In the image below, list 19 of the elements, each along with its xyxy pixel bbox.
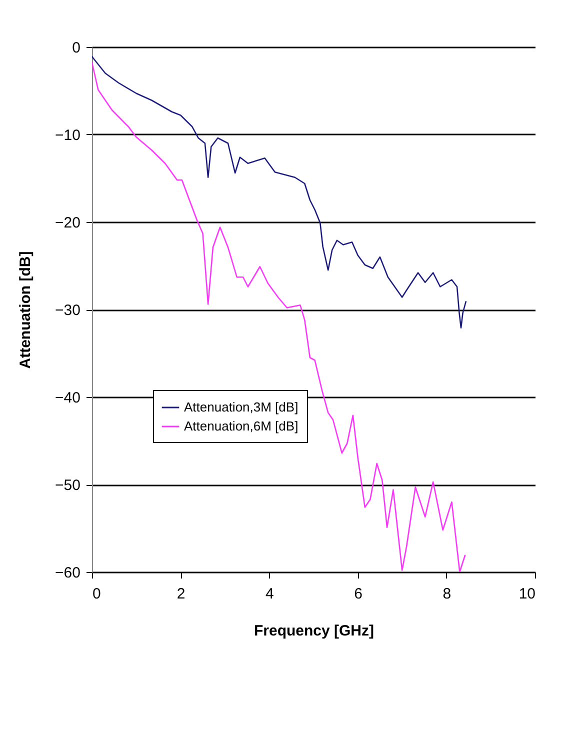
line-series	[92, 62, 466, 572]
y-tick-label: −30	[55, 302, 80, 319]
x-tick-label: 8	[442, 586, 452, 602]
y-tick-label: −40	[55, 390, 80, 406]
y-axis-title: Attenuation [dB]	[17, 251, 34, 369]
x-axis-title: Frequency [GHz]	[254, 622, 374, 640]
x-tick-label: 4	[266, 586, 274, 602]
line-series	[92, 56, 467, 329]
y-tick-label: −50	[55, 477, 80, 494]
y-tick-label: −10	[55, 127, 80, 144]
legend-label: Attenuation,6M [dB]	[184, 418, 298, 434]
x-tick-label: 6	[354, 586, 362, 602]
x-tick-label: 2	[176, 586, 186, 602]
legend-label: Attenuation,3M [dB]	[184, 400, 298, 414]
x-tick-label: 0	[92, 586, 101, 602]
y-tick-label: 0	[72, 40, 80, 56]
y-tick-label: −60	[55, 564, 80, 582]
x-tick-label: 10	[518, 586, 536, 602]
y-tick-label: −20	[55, 214, 80, 232]
